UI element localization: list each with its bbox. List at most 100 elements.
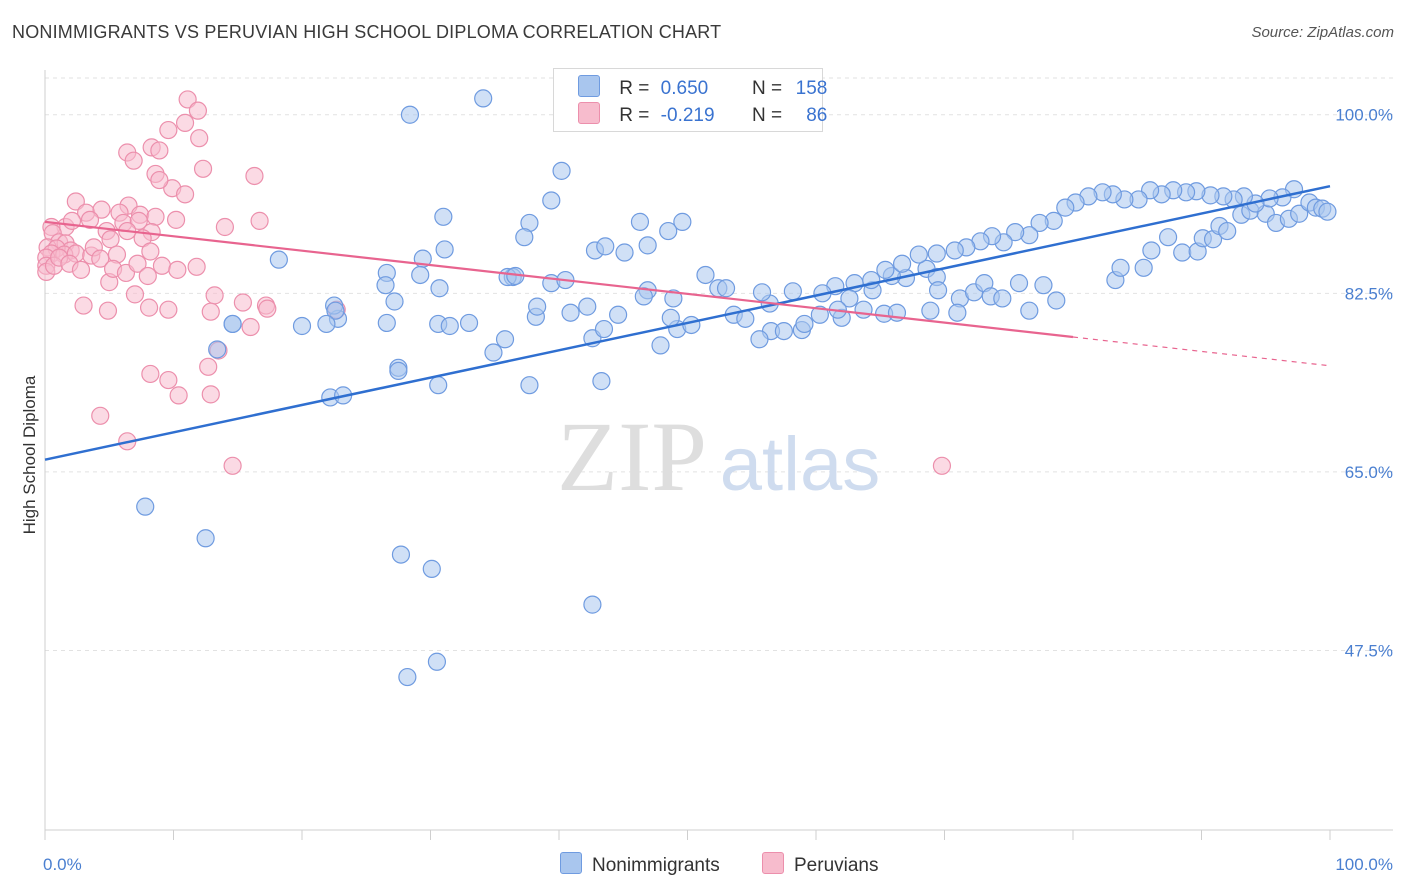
peruvians-point	[62, 211, 82, 230]
nonimmigrants-point	[429, 376, 448, 395]
peruvians-point	[91, 249, 110, 268]
legend-r-label: R =	[619, 78, 650, 99]
nonimmigrants-point	[1218, 221, 1237, 241]
peruvians-point	[166, 210, 186, 229]
peruvians-point	[159, 300, 178, 319]
nonimmigrants-point	[638, 236, 657, 255]
nonimmigrants-point	[750, 330, 769, 349]
peruvians-point	[125, 285, 145, 304]
bottom-swatch-pink	[762, 852, 784, 874]
legend-row-nonimmigrants: R = 0.650 N = 158	[578, 75, 827, 99]
nonimmigrants-point	[520, 376, 539, 395]
nonimmigrants-point	[892, 254, 912, 273]
legend-n-label: N =	[751, 78, 783, 99]
nonimmigrants-point	[317, 314, 336, 334]
peruvians-point	[193, 159, 213, 178]
nonimmigrants-point	[196, 529, 215, 548]
watermark-zip: ZIP	[557, 401, 707, 512]
peruvians-point	[233, 293, 252, 312]
peruvians-point	[201, 302, 220, 321]
nonimmigrants-point	[716, 279, 736, 298]
peruvians-point	[932, 456, 952, 475]
y-tick-label: 82.5%	[1345, 284, 1393, 303]
peruvians-point	[150, 141, 169, 160]
peruvians-point	[138, 266, 157, 286]
nonimmigrants-point	[223, 314, 242, 334]
nonimmigrants-point	[578, 297, 597, 316]
tick-labels: 100.0% 82.5% 65.0% 47.5% 0.0% 100.0%	[43, 106, 1393, 874]
nonimmigrants-point	[434, 207, 453, 226]
peruvians-point	[188, 101, 208, 120]
axes	[44, 70, 1393, 840]
nonimmigrants-point	[592, 372, 611, 391]
nonimmigrants-point	[1318, 202, 1337, 221]
nonimmigrants-point	[810, 305, 829, 324]
x-tick-label-min: 0.0%	[43, 855, 82, 874]
nonimmigrants-point	[752, 283, 772, 302]
nonimmigrants-points	[136, 89, 1337, 687]
bottom-legend-label: Nonimmigrants	[592, 855, 720, 876]
nonimmigrants-point	[136, 497, 155, 516]
peruvians-point	[129, 211, 148, 230]
nonimmigrants-point	[596, 237, 615, 256]
nonimmigrants-point	[1134, 258, 1153, 277]
x-tick-label-max: 100.0%	[1335, 855, 1393, 874]
peruvians-point	[98, 301, 118, 320]
nonimmigrants-point	[682, 315, 701, 335]
correlation-legend: R = 0.650 N = 158 R = -0.219 N = 86	[553, 68, 827, 132]
nonimmigrants-point	[542, 191, 561, 210]
peruvians-point	[215, 217, 234, 237]
peruvians-point	[175, 113, 195, 133]
nonimmigrants-point	[515, 228, 534, 247]
gridlines	[45, 77, 1393, 652]
nonimmigrants-point	[583, 595, 602, 614]
nonimmigrants-point	[1142, 241, 1161, 260]
nonimmigrants-point	[673, 212, 692, 231]
nonimmigrants-point	[400, 105, 420, 124]
nonimmigrants-point	[615, 243, 634, 262]
legend-row-peruvians: R = -0.219 N = 86	[578, 102, 827, 126]
nonimmigrants-point	[208, 340, 227, 359]
peruvians-point	[91, 406, 110, 425]
nonimmigrants-point	[398, 667, 417, 687]
peruvians-point	[92, 200, 111, 219]
nonimmigrants-point	[696, 265, 715, 285]
nonimmigrants-point	[840, 289, 859, 308]
nonimmigrants-point	[993, 289, 1012, 308]
nonimmigrants-point	[927, 244, 946, 263]
peruvians-point	[66, 192, 85, 211]
peruvians-point	[175, 185, 195, 204]
peruvians-point	[168, 260, 187, 279]
legend-swatch-blue	[578, 75, 600, 97]
nonimmigrants-point	[391, 545, 411, 564]
nonimmigrants-point	[1034, 276, 1053, 295]
nonimmigrants-point	[609, 305, 628, 324]
nonimmigrants-point	[1009, 274, 1029, 293]
nonimmigrants-point	[921, 301, 940, 320]
nonimmigrants-point	[1047, 291, 1066, 310]
peruvians-point	[139, 298, 159, 317]
peruvians-point	[146, 207, 165, 226]
nonimmigrants-point	[561, 303, 580, 322]
peruvians-point	[241, 317, 260, 337]
nonimmigrants-point	[1290, 204, 1309, 223]
peruvians-point	[201, 385, 220, 404]
peruvians-point	[178, 90, 197, 109]
nonimmigrants-point	[651, 336, 670, 355]
nonimmigrants-point	[484, 343, 503, 362]
bottom-legend-nonimmigrants: Nonimmigrants	[560, 852, 720, 877]
nonimmigrants-point	[1158, 228, 1178, 247]
nonimmigrants-point	[1173, 243, 1192, 262]
peruvians-point	[199, 357, 218, 376]
y-tick-label: 65.0%	[1345, 463, 1393, 482]
nonimmigrants-point	[1006, 223, 1025, 242]
nonimmigrants-point	[774, 321, 793, 341]
peruvians-point	[245, 166, 264, 186]
nonimmigrants-point	[948, 303, 967, 322]
source-label: Source: ZipAtlas.com	[1251, 24, 1394, 41]
peruvians-trendline-extrapolated	[1072, 336, 1331, 367]
legend-swatch-pink	[578, 102, 600, 124]
nonimmigrants-point	[411, 265, 430, 285]
trendlines	[44, 184, 1331, 461]
